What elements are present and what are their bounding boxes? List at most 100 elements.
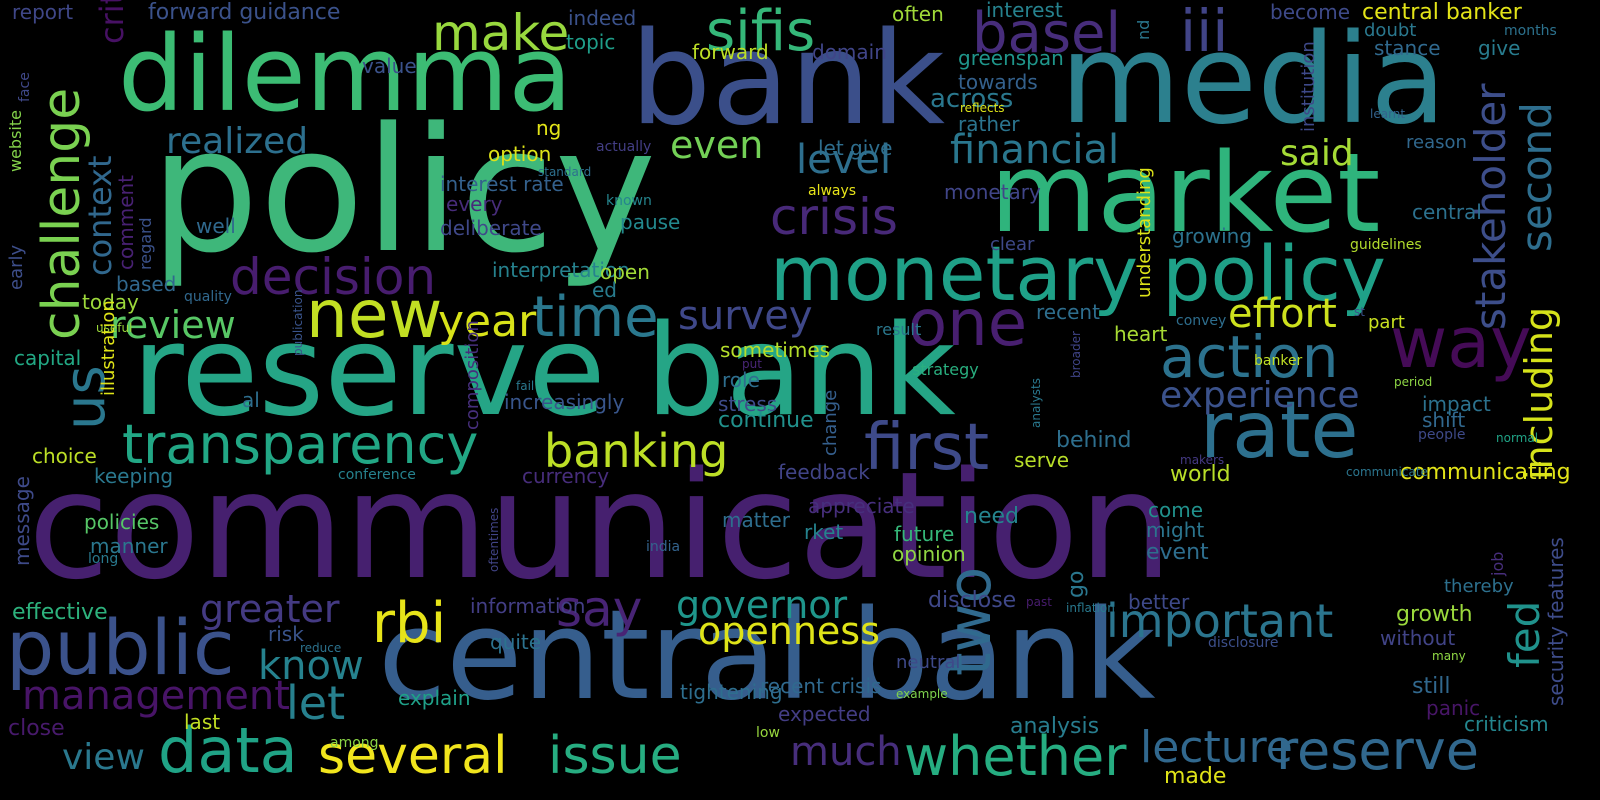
- word-rate: rate: [1200, 386, 1359, 476]
- word-transparency: transparency: [122, 413, 479, 476]
- word-comment: among: [330, 735, 379, 751]
- word-long: matter: [722, 508, 790, 532]
- word-analysis: still: [1412, 674, 1451, 699]
- word-second: second: [1512, 102, 1561, 252]
- word-people: continue: [718, 408, 814, 433]
- word-india: future: [894, 522, 955, 546]
- word-know: know: [258, 643, 364, 689]
- word-keeping: feedback: [778, 460, 870, 484]
- word-clear: deliberate: [440, 216, 542, 240]
- word-crisis: crisis: [770, 188, 898, 246]
- word-need: manner: [90, 534, 168, 558]
- word-say: say: [556, 580, 643, 638]
- word-view: view: [62, 737, 145, 778]
- word-report: report: [12, 0, 74, 24]
- word-let-give: actually: [596, 139, 652, 155]
- word-future: might: [1146, 518, 1205, 542]
- word-banking: banking: [544, 424, 729, 478]
- word-analysts: composition: [462, 320, 483, 430]
- word-banker: put: [742, 357, 762, 371]
- word-actually: ng: [536, 116, 562, 140]
- word-example: criticism: [1464, 712, 1549, 736]
- word-among: recent crisis: [760, 674, 882, 698]
- word-central-bank: central bank: [378, 584, 1156, 728]
- word-important: important: [1106, 594, 1334, 648]
- word-growing: pause: [620, 210, 681, 234]
- word-bank: bank: [630, 5, 945, 154]
- word-known: every: [446, 192, 503, 216]
- word-thereby: opinion: [892, 542, 966, 566]
- word-year: year: [438, 296, 537, 347]
- word-oftentimes: analysts: [1029, 378, 1043, 428]
- word-iii: iii: [1180, 0, 1229, 65]
- word-role: heart: [1114, 322, 1168, 346]
- word-across: across: [930, 84, 1014, 114]
- word-learnt: learnt: [1370, 107, 1406, 121]
- word-media: media: [1060, 8, 1447, 152]
- word-even: even: [670, 123, 764, 167]
- word-monetary-policy: monetary policy: [770, 229, 1386, 318]
- word-open: central: [1412, 200, 1482, 224]
- word-understanding: regard: [136, 217, 155, 270]
- word-illustration: made: [1164, 764, 1227, 789]
- word-action: action: [1160, 323, 1339, 391]
- word-panic: inflation: [1066, 601, 1115, 615]
- word-website: close: [8, 716, 65, 741]
- word-past: thereby: [1444, 576, 1514, 597]
- word-conference: currency: [522, 464, 610, 488]
- word-rbi: rbi: [372, 591, 447, 656]
- word-job: broader: [1069, 331, 1083, 378]
- word-increasingly: period: [1394, 375, 1433, 389]
- word-ng: nd: [1134, 19, 1153, 40]
- word-issue: issue: [548, 726, 682, 786]
- word-pause: interest rate: [440, 172, 564, 196]
- word-become: become: [1270, 0, 1351, 24]
- word-criticism: better: [1128, 590, 1190, 614]
- word-forward-guidance: forward guidance: [148, 0, 341, 25]
- word-monetary: let give: [818, 136, 893, 160]
- word-forward: forward: [692, 40, 769, 64]
- word-makers: serve: [1014, 448, 1070, 472]
- word-new: new: [306, 276, 443, 353]
- word-stress: fail: [516, 379, 535, 393]
- word-financial: financial: [950, 127, 1120, 173]
- word-based: open: [600, 260, 650, 284]
- word-last: tightening: [680, 680, 783, 704]
- word-regard: low: [756, 725, 780, 741]
- word-opinion: event: [1146, 540, 1209, 565]
- word-governor: governor: [676, 583, 848, 627]
- word-topic: topic: [566, 30, 616, 54]
- word-policies: choice: [32, 444, 97, 468]
- word-make: make: [432, 4, 570, 62]
- word-come: appreciate: [808, 494, 915, 518]
- word-still: past: [1026, 595, 1052, 609]
- word-nd: criteria: [93, 0, 131, 44]
- word-communicating: behind: [1056, 428, 1132, 453]
- word-much: much: [790, 729, 902, 775]
- word-option: institution: [1298, 41, 1319, 132]
- word-dilemma: dilemma: [118, 13, 573, 135]
- word-challenge: challenge: [32, 87, 92, 340]
- word-effort: effort: [1228, 291, 1337, 337]
- word-sifis: sifis: [706, 0, 816, 64]
- word-strategy: sometimes: [720, 338, 831, 362]
- word-impact: increasingly: [504, 390, 625, 414]
- word-one: one: [908, 287, 1028, 361]
- word-often: often: [892, 2, 944, 26]
- word-openness: openness: [698, 609, 880, 653]
- word-recent-crisis: disclosure: [1208, 635, 1279, 651]
- word-indeed: indeed: [568, 6, 637, 30]
- word-review: review: [110, 303, 236, 347]
- word-including: including: [1517, 306, 1561, 480]
- word-disclosure: quite: [490, 630, 542, 654]
- word-behind: shift: [1422, 408, 1466, 432]
- word-first: first: [864, 411, 990, 485]
- word-useful: based: [116, 272, 177, 296]
- word-towards: towards: [958, 70, 1038, 94]
- word-several: several: [318, 726, 508, 786]
- word-better: information: [470, 594, 586, 618]
- word-broader: publication: [291, 289, 305, 356]
- word-interest: interest: [986, 0, 1063, 22]
- word-survey: survey: [678, 293, 813, 339]
- word-months: months: [1504, 23, 1557, 39]
